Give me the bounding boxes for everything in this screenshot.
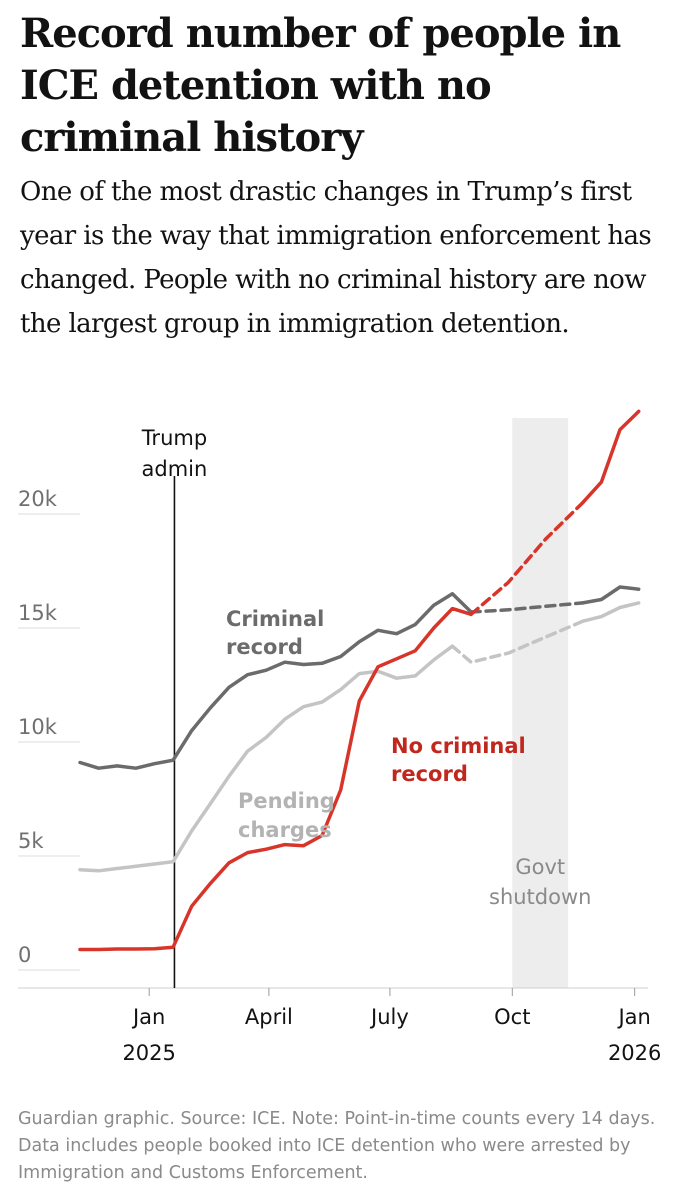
x-tick-label: July <box>369 1005 409 1029</box>
series-criminal-solid <box>78 592 473 770</box>
x-tick-label: Jan <box>131 1005 165 1029</box>
series-criminal-solid-after <box>581 585 641 605</box>
source-note: Guardian graphic. Source: ICE. Note: Poi… <box>18 1109 656 1183</box>
series-criminal-dashed <box>469 601 585 614</box>
y-tick-label: 15k <box>18 601 58 625</box>
trump-admin-label-2: admin <box>142 457 208 481</box>
x-tick-label: Jan <box>616 1005 650 1029</box>
y-tick-label: 0 <box>18 943 31 967</box>
headline: Record number of people in ICE detention… <box>20 10 621 161</box>
x-tick-year-label: 2026 <box>608 1041 661 1065</box>
shutdown-label-2: shutdown <box>489 885 591 909</box>
series-pending-dashed <box>450 619 585 664</box>
shutdown-shade <box>512 418 569 988</box>
x-tick-label: April <box>245 1005 293 1029</box>
series-label-pending-2: charges <box>238 818 332 842</box>
trump-admin-label-1: Trump <box>141 426 207 450</box>
series-no-criminal-solid <box>78 606 473 952</box>
series-no-criminal-dashed <box>469 500 585 617</box>
series-label-criminal-2: record <box>226 635 303 659</box>
y-tick-label: 5k <box>18 829 44 853</box>
series-label-pending-1: Pending <box>238 789 335 813</box>
line-chart: Govt shutdown 0 5k 10k 15k 20k Jan 2025 April Ju… <box>18 409 661 1065</box>
x-tick-year-label: 2025 <box>122 1041 175 1065</box>
series-label-no-criminal-2: record <box>391 762 468 786</box>
series-pending-solid-after <box>581 601 641 623</box>
series-no-criminal-solid-after <box>581 409 641 505</box>
series-label-criminal-1: Criminal <box>226 607 324 631</box>
x-tick-label: Oct <box>494 1005 530 1029</box>
shutdown-label-1: Govt <box>515 855 565 879</box>
series-pending-solid <box>78 644 455 873</box>
y-tick-label: 10k <box>18 715 58 739</box>
standfirst: One of the most drastic changes in Trump… <box>20 177 652 339</box>
y-tick-label: 20k <box>18 487 58 511</box>
series-label-no-criminal-1: No criminal <box>391 734 526 758</box>
